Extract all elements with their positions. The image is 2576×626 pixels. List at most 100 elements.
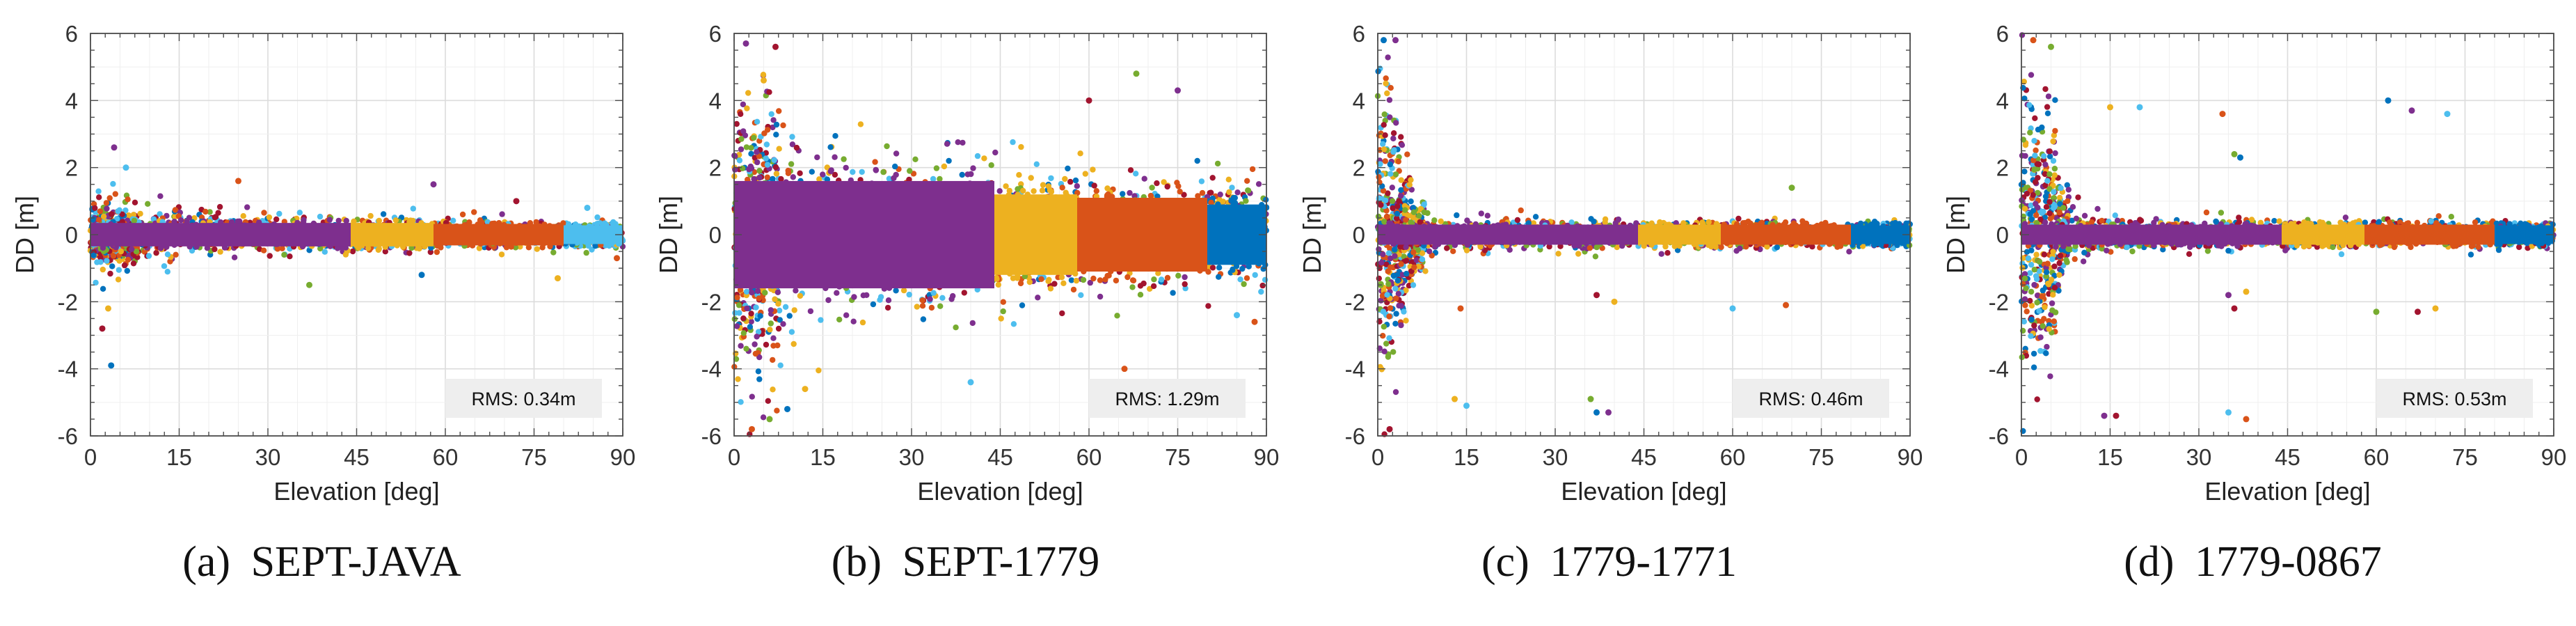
scatter-point [996,188,1003,194]
scatter-point [503,244,510,251]
scatter-point [832,154,838,160]
scatter-point [1214,160,1221,167]
dense-band [351,223,434,247]
scatter-point [754,159,761,166]
scatter-point [115,208,121,214]
dense-band [90,223,351,247]
scatter-point [317,213,324,220]
scatter-point [740,101,747,108]
scatter-point [1735,215,1742,222]
scatter-point [736,157,743,164]
scatter-point [153,249,159,256]
x-tick-label: 90 [610,444,636,470]
x-tick-label: 75 [521,444,547,470]
y-tick-label: 2 [65,155,78,181]
scatter-point [948,296,955,302]
scatter-point [768,111,774,117]
scatter-point [884,304,891,311]
scatter-point [107,270,113,277]
scatter-point [1230,267,1236,273]
scatter-point [1048,175,1054,182]
scatter-point [832,133,838,139]
scatter-point [885,297,892,304]
scatter-point [739,165,746,171]
scatter-point [859,319,866,326]
scatter-point [471,209,477,215]
rms-box [445,379,602,418]
scatter-point [408,244,415,251]
scatter-point [512,244,519,251]
x-tick-label: 15 [810,444,836,470]
scatter-point [1097,293,1104,300]
scatter-point [1051,281,1058,287]
scatter-point [533,219,539,226]
scatter-point [589,247,595,253]
scatter-point [1090,275,1097,282]
scatter-point [164,251,171,258]
scatter-point [748,165,755,171]
scatter-point [1000,308,1006,315]
scatter-point [103,200,110,206]
scatter-point [1093,188,1099,194]
scatter-point [900,287,907,294]
scatter-point [145,201,151,207]
scatter-point [274,246,281,252]
scatter-point [406,250,413,256]
outlier-point [766,416,773,423]
scatter-point [1199,189,1206,196]
scatter-point [382,249,388,255]
scatter-point [1216,274,1222,280]
scatter-point [776,146,782,152]
scatter-point [755,329,762,335]
scatter-point [1104,192,1111,198]
scatter-point [756,376,763,382]
scatter-point [212,214,218,221]
scatter-point [907,168,913,174]
scatter-point [321,249,328,255]
scatter-point [212,246,218,253]
scatter-point [774,289,781,295]
scatter-point [1846,249,1852,255]
x-tick-label: 45 [987,444,1013,470]
scatter-point [1016,172,1022,178]
caption-label: SEPT-1779 [902,538,1100,586]
scatter-point [1000,299,1006,305]
scatter-point [132,199,138,205]
caption-tag: (a) [182,538,231,586]
scatter-point [1114,313,1120,319]
scatter-point [1031,188,1037,194]
scatter-point [768,320,774,327]
scatter-point [131,217,138,224]
scatter-point [1154,180,1160,187]
scatter-point [851,294,857,300]
scatter-point [760,72,767,78]
scatter-point [1129,284,1136,290]
scatter-point [130,260,137,267]
dense-band [434,224,564,246]
scatter-point [202,208,209,215]
scatter-point [476,245,483,251]
scatter-point [1072,177,1079,184]
scatter-point [1067,178,1074,185]
scatter-point [459,211,466,218]
scatter-point [92,205,98,211]
axis-ticks [733,33,1267,437]
scatter-point [764,162,771,168]
scatter-point [121,262,128,269]
scatter-point [261,210,267,216]
scatter-point [734,295,740,301]
scatter-point [1017,280,1024,287]
scatter-point [1239,265,1246,272]
scatter-point [733,120,740,127]
scatter-point [267,253,273,259]
scatter-point [1059,310,1065,317]
scatter-point [592,243,598,249]
scatter-point [1198,178,1205,185]
outlier-point [742,40,749,47]
scatter-point [770,175,776,182]
scatter-point [775,301,781,307]
y-tick-label: 4 [709,88,722,114]
scatter-point [748,150,754,157]
scatter-point [744,105,750,111]
